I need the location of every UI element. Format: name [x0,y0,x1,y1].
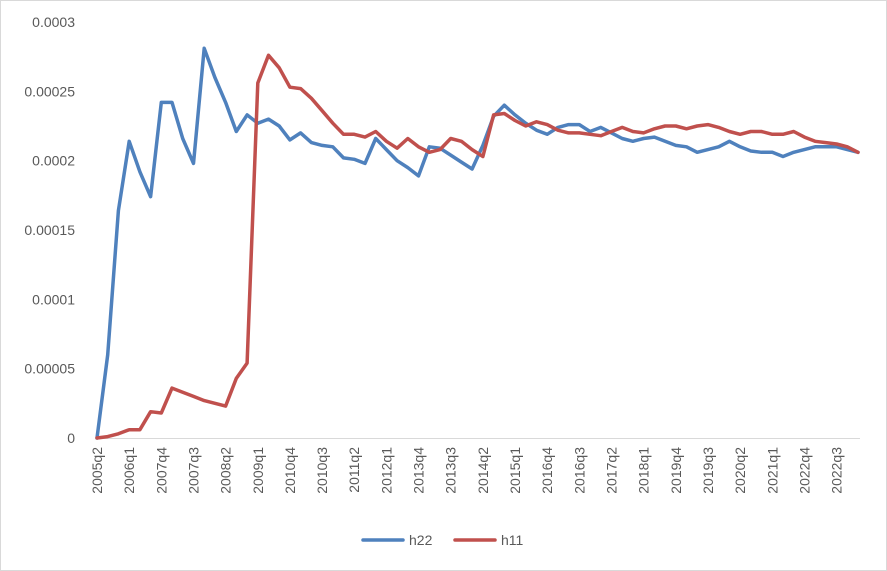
x-axis: 2005q2 2006q1 2007q4 2007q3 2008q2 2009q1 2010… [89,447,845,494]
series-line-h22 [95,46,860,440]
x-tick-label: 2022q4 [796,447,812,494]
x-tick-label: 2013q3 [443,447,459,494]
x-tick-label: 2010q3 [314,447,330,494]
x-tick-label: 2021q1 [764,447,780,494]
y-tick-label: 0 [67,430,75,446]
y-axis: 0 0.00005 0.0001 0.00015 0.0002 0.00025 0.0003 [24,14,75,446]
x-tick-label: 2005q2 [89,447,105,494]
x-tick-label: 2020q2 [732,447,748,494]
y-tick-label: 0.0003 [32,14,75,30]
legend-label-h11: h11 [501,532,524,548]
y-tick-label: 0.0002 [32,153,75,169]
x-tick-label: 2012q1 [378,447,394,494]
x-tick-label: 2015q1 [507,447,523,494]
x-tick-label: 2014q2 [475,447,491,494]
y-tick-label: 0.0001 [32,291,75,307]
x-tick-label: 2016q4 [539,447,555,494]
x-tick-label: 2010q4 [282,447,298,494]
y-tick-label: 0.00015 [24,222,75,238]
x-tick-label: 2019q4 [668,447,684,494]
x-tick-label: 2006q1 [121,447,137,494]
x-tick-label: 2007q4 [153,447,169,494]
legend: h22 h11 [361,532,524,548]
x-tick-label: 2016q3 [571,447,587,494]
x-tick-label: 2008q2 [218,447,234,494]
y-tick-label: 0.00025 [24,83,75,99]
x-tick-label: 2009q1 [250,447,266,494]
plot-area [95,46,860,440]
x-tick-label: 2013q4 [411,447,427,494]
y-tick-label: 0.00005 [24,361,75,377]
x-tick-label: 2022q3 [829,447,845,494]
x-tick-label: 2007q3 [185,447,201,494]
x-tick-label: 2017q2 [603,447,619,494]
series-line-h11 [95,53,860,440]
legend-label-h22: h22 [409,532,433,548]
x-tick-label: 2018q1 [636,447,652,494]
x-tick-label: 2019q3 [700,447,716,494]
x-tick-label: 2011q2 [346,447,362,493]
